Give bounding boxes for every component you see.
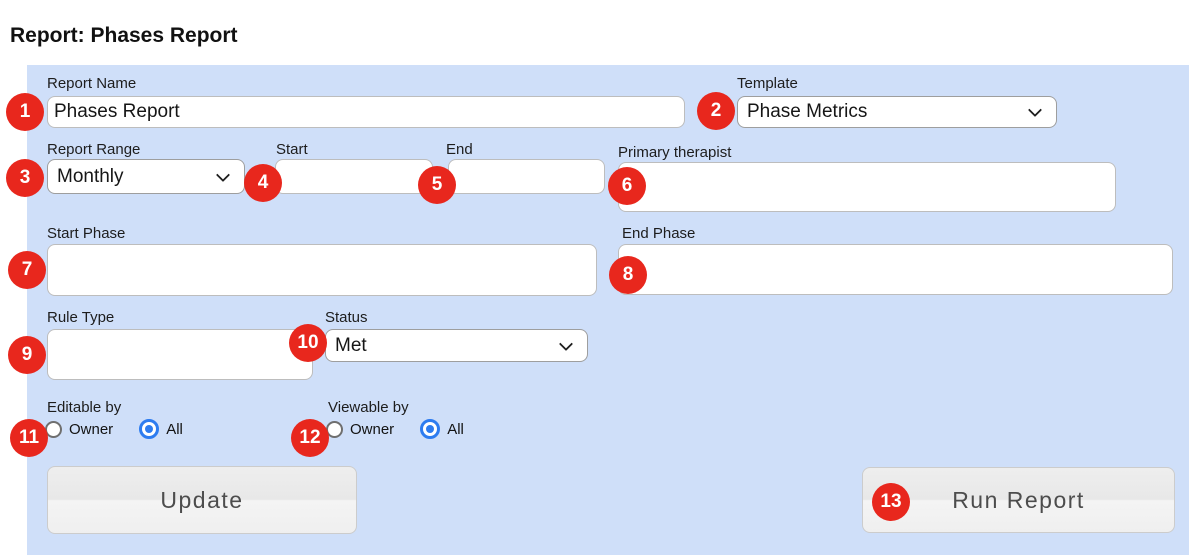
viewable-by-radio-group: Owner All <box>326 417 490 441</box>
rule-type-input[interactable] <box>47 329 313 380</box>
end-phase-label: End Phase <box>622 225 696 242</box>
status-label: Status <box>325 309 368 326</box>
start-label: Start <box>276 141 308 158</box>
chevron-down-icon <box>215 167 231 182</box>
annotation-badge-3: 3 <box>6 159 44 197</box>
end-label: End <box>446 141 473 158</box>
viewable-by-all-label: All <box>447 420 464 438</box>
viewable-by-label: Viewable by <box>328 399 409 416</box>
chevron-down-icon <box>558 336 574 351</box>
rule-type-label: Rule Type <box>47 309 115 326</box>
annotation-badge-5: 5 <box>418 166 456 204</box>
viewable-by-all-radio[interactable] <box>420 419 441 439</box>
report-range-select-value: Monthly <box>57 165 124 187</box>
status-select[interactable]: Met <box>325 329 588 362</box>
template-select-value: Phase Metrics <box>747 101 868 122</box>
annotation-badge-6: 6 <box>608 167 646 205</box>
editable-by-all-label: All <box>166 420 183 438</box>
end-input[interactable] <box>448 159 605 194</box>
run-report-button[interactable]: Run Report <box>862 467 1175 533</box>
annotation-badge-7: 7 <box>8 251 46 289</box>
annotation-badge-10: 10 <box>289 324 327 362</box>
report-name-input[interactable] <box>47 96 685 128</box>
primary-therapist-input[interactable] <box>618 162 1116 212</box>
editable-by-owner-label: Owner <box>69 420 114 438</box>
page-title: Report: Phases Report <box>10 24 238 47</box>
report-name-label: Report Name <box>47 75 137 92</box>
report-range-select[interactable]: Monthly <box>47 159 245 194</box>
annotation-badge-9: 9 <box>8 336 46 374</box>
annotation-badge-12: 12 <box>291 419 329 457</box>
chevron-down-icon <box>1027 102 1043 118</box>
template-select[interactable]: Phase Metrics <box>737 96 1057 128</box>
editable-by-label: Editable by <box>47 399 122 416</box>
template-label: Template <box>737 75 798 92</box>
status-select-value: Met <box>335 334 367 356</box>
end-phase-input[interactable] <box>618 244 1173 295</box>
annotation-badge-4: 4 <box>244 164 282 202</box>
editable-by-radio-group: Owner All <box>45 417 209 441</box>
primary-therapist-label: Primary therapist <box>618 144 732 161</box>
start-phase-input[interactable] <box>47 244 597 296</box>
annotation-badge-2: 2 <box>697 92 735 130</box>
editable-by-all-radio[interactable] <box>139 419 160 439</box>
start-phase-label: Start Phase <box>47 225 126 242</box>
viewable-by-owner-label: Owner <box>350 420 395 438</box>
report-range-label: Report Range <box>47 141 141 158</box>
annotation-badge-1: 1 <box>6 93 44 131</box>
update-button[interactable]: Update <box>47 466 357 534</box>
start-input[interactable] <box>275 159 433 194</box>
annotation-badge-11: 11 <box>10 419 48 457</box>
report-form-panel: Report Name Template Phase Metrics Repor… <box>27 65 1189 555</box>
annotation-badge-8: 8 <box>609 256 647 294</box>
annotation-badge-13: 13 <box>872 483 910 521</box>
